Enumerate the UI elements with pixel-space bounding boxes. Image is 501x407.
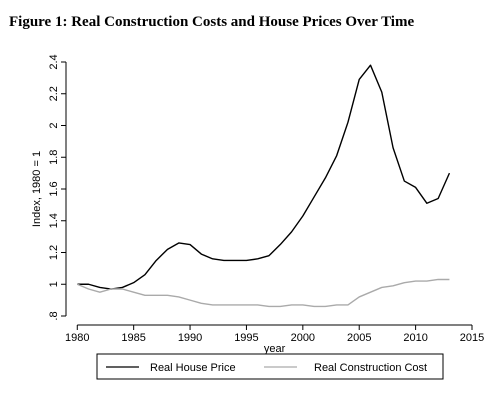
x-tick-label: 2005 [347, 332, 371, 344]
y-tick-label: 1 [48, 281, 60, 287]
x-ticks: 1980 1985 1990 1995 2000 2005 2010 2015 [65, 325, 484, 344]
y-tick-label: .8 [48, 311, 60, 320]
legend-item-house-price: Real House Price [106, 362, 236, 374]
x-axis: 1980 1985 1990 1995 2000 2005 2010 2015 year [65, 324, 484, 355]
y-tick-label: 1.6 [48, 181, 60, 196]
series-line-real-construction-cost [77, 278, 450, 308]
y-axis: .8 1 1.2 1.4 1.6 1.8 2 2.2 2.4 Index, 1980 = 1 [31, 54, 67, 321]
x-tick-label: 2000 [291, 332, 315, 344]
y-ticks: .8 1 1.2 1.4 1.6 1.8 2 2.2 2.4 [48, 54, 66, 321]
legend-box [96, 353, 444, 380]
y-tick-label: 1.8 [48, 150, 60, 165]
x-tick-label: 1980 [65, 332, 89, 344]
y-axis-label: Index, 1980 = 1 [31, 151, 43, 227]
x-tick-label: 1985 [121, 332, 145, 344]
figure-title: Figure 1: Real Construction Costs and Ho… [9, 14, 414, 30]
x-tick-label: 1995 [234, 332, 258, 344]
legend-label-house-price: Real House Price [150, 362, 236, 374]
legend-label-construction-cost: Real Construction Cost [314, 362, 427, 374]
y-tick-label: 1.4 [48, 213, 60, 228]
x-axis-label: year [264, 343, 286, 355]
plot-series [77, 64, 451, 308]
y-tick-label: 1.2 [48, 245, 60, 260]
y-tick-label: 2.4 [48, 54, 60, 69]
y-tick-label: 2 [48, 122, 60, 128]
y-tick-label: 2.2 [48, 86, 60, 101]
x-tick-label: 2015 [460, 332, 484, 344]
x-tick-label: 1990 [178, 332, 202, 344]
legend: Real House Price Real Construction Cost [96, 353, 444, 380]
legend-item-construction-cost: Real Construction Cost [264, 362, 427, 374]
series-line-real-house-price [77, 64, 451, 290]
x-tick-label: 2010 [403, 332, 427, 344]
